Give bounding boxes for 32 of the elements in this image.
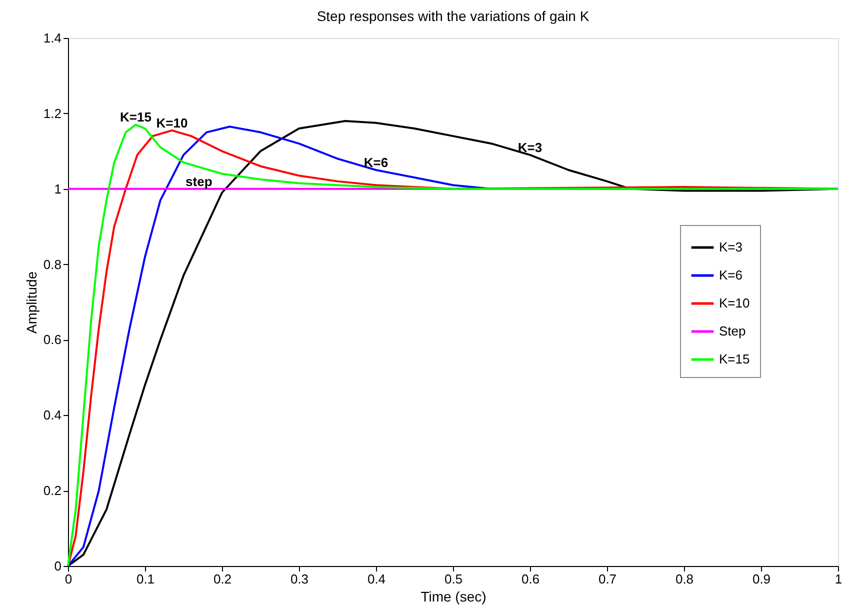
x-tick-label: 0.1 <box>136 572 155 586</box>
x-tick-label: 0.3 <box>290 572 309 586</box>
legend-label: K=10 <box>719 296 750 310</box>
y-tick-label: 1.4 <box>43 30 62 46</box>
y-tick-label: 0 <box>54 558 62 574</box>
annotation: K=15 <box>120 110 152 125</box>
x-tick-label: 1 <box>834 572 842 586</box>
y-tick-label: 1 <box>54 181 62 196</box>
x-axis-title: Time (sec) <box>420 588 486 604</box>
x-tick-label: 0.5 <box>444 572 463 586</box>
x-tick-label: 0 <box>64 572 72 586</box>
y-tick-label: 0.2 <box>43 483 62 498</box>
x-tick-label: 0.8 <box>675 572 694 586</box>
annotation: K=6 <box>364 155 388 170</box>
x-tick-label: 0.9 <box>752 572 771 586</box>
x-tick-label: 0.2 <box>213 572 232 586</box>
legend-label: K=3 <box>719 240 742 254</box>
annotation: K=10 <box>156 115 188 130</box>
y-axis-title: Amplitude <box>23 271 40 334</box>
y-tick-label: 0.8 <box>43 256 62 272</box>
x-tick-label: 0.6 <box>521 572 540 586</box>
legend-label: K=15 <box>719 352 750 366</box>
y-tick-label: 0.4 <box>43 408 62 423</box>
legend-label: Step <box>719 324 746 338</box>
chart-title: Step responses with the variations of gain K <box>316 8 590 24</box>
y-tick-label: 0.6 <box>43 332 62 348</box>
legend-label: K=6 <box>719 268 742 282</box>
annotation: K=3 <box>518 140 542 155</box>
annotation: step <box>186 174 212 189</box>
x-tick-label: 0.4 <box>367 572 386 586</box>
x-tick-label: 0.7 <box>598 572 617 586</box>
y-tick-label: 1.2 <box>43 106 62 121</box>
